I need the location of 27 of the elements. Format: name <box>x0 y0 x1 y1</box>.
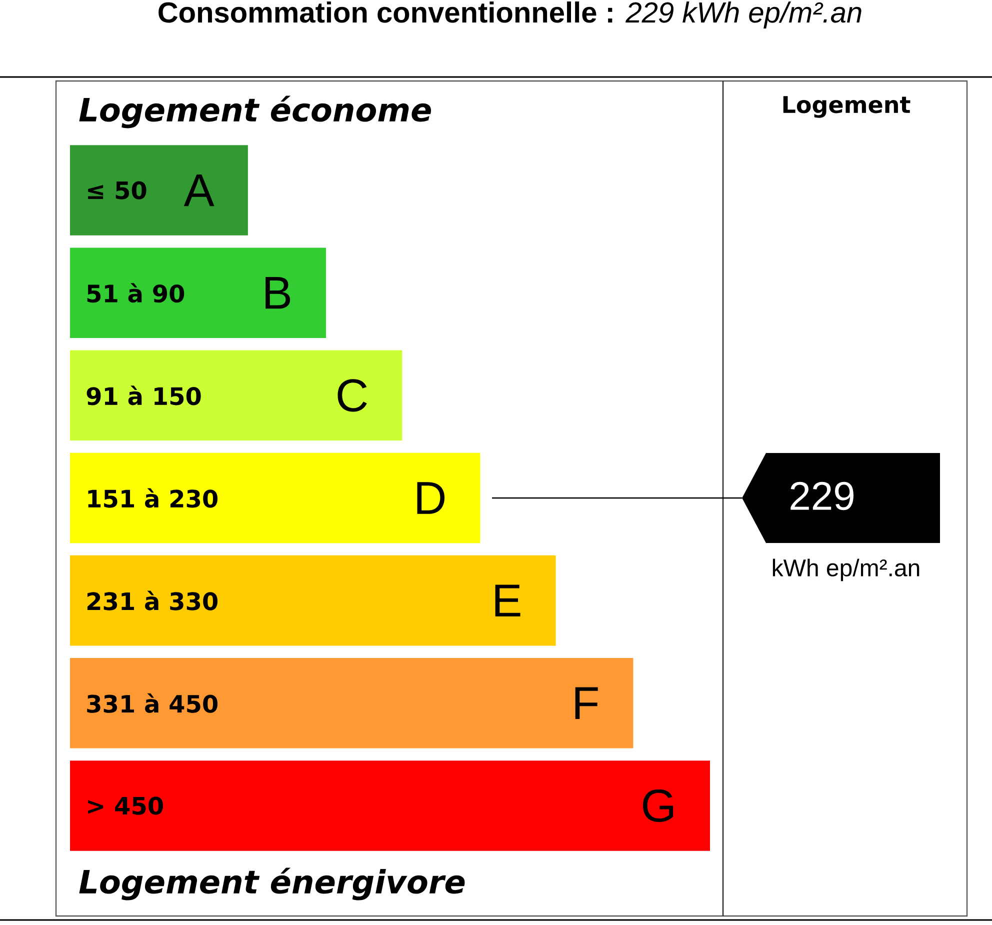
bar <box>70 555 556 646</box>
bar <box>70 760 710 851</box>
y-tick-label: D <box>417 482 445 514</box>
text: 229 <box>790 482 854 510</box>
bar <box>70 248 326 338</box>
annotation: 231 à 330 <box>87 590 218 610</box>
text: Logement énergivore <box>79 868 465 900</box>
y-tick-label: E <box>495 584 520 616</box>
y-tick-label: B <box>266 277 290 309</box>
annotation: 51 à 90 <box>87 283 184 303</box>
y-tick-label: F <box>575 687 598 719</box>
annotation: ≤ 50 <box>88 181 146 200</box>
text: Logement économe <box>79 96 432 128</box>
y-tick-label: G <box>643 789 674 822</box>
annotation: > 450 <box>88 796 163 815</box>
annotation: 91 à 150 <box>86 386 201 406</box>
annotation: 151 à 230 <box>88 488 218 508</box>
bar <box>70 145 248 236</box>
bar <box>70 452 480 544</box>
bar <box>70 350 402 441</box>
text: kWh ep/m².an <box>772 558 920 582</box>
y-tick-label: A <box>184 174 214 206</box>
bar <box>70 658 634 748</box>
annotation: 331 à 450 <box>87 693 218 713</box>
text: Logement <box>783 96 910 118</box>
chart-title: Consommation conventionnelle : 229 kWh ep/m².an <box>158 1 862 29</box>
y-tick-label: C <box>338 379 367 412</box>
